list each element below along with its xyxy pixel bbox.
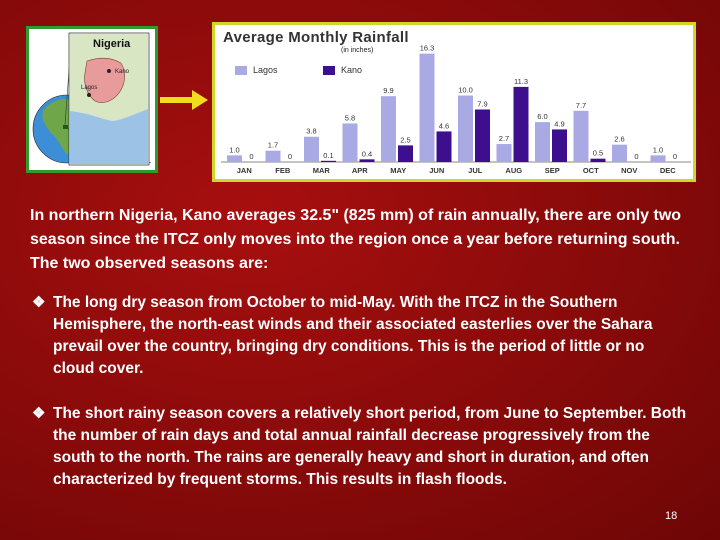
data-label-lagos-apr: 5.8 bbox=[345, 113, 355, 122]
bar-lagos-nov bbox=[612, 144, 627, 162]
page-number: 18 bbox=[665, 510, 678, 522]
data-label-kano-apr: 0.4 bbox=[362, 149, 372, 158]
bar-lagos-oct bbox=[573, 110, 589, 162]
data-label-kano-dec: 0 bbox=[673, 152, 677, 161]
rainfall-bar-chart: 1.0 0 JAN 1.7 0 FEB 3.8 0.1 MAR 5.8 0.4 APR 9.9 2.5 MA… bbox=[221, 44, 691, 175]
x-tick-label-mar: MAR bbox=[313, 166, 331, 175]
data-label-kano-may: 2.5 bbox=[400, 135, 410, 144]
rainfall-chart-panel: Average Monthly Rainfall (in inches) Lag… bbox=[212, 22, 696, 182]
data-label-kano-feb: 0 bbox=[288, 152, 292, 161]
bar-lagos-aug bbox=[496, 144, 512, 162]
data-label-kano-nov: 0 bbox=[634, 152, 638, 161]
bullet-rainy-season: ❖ The short rainy season covers a relati… bbox=[32, 403, 687, 491]
map-title: Nigeria bbox=[93, 38, 131, 50]
data-label-kano-mar: 0.1 bbox=[323, 151, 333, 160]
data-label-kano-jun: 4.6 bbox=[439, 121, 449, 130]
bullet-dry-season-text: The long dry season from October to mid-… bbox=[53, 294, 653, 377]
x-tick-label-nov: NOV bbox=[621, 166, 637, 175]
bar-kano-may bbox=[398, 145, 413, 162]
bullet-dry-season: ❖ The long dry season from October to mi… bbox=[32, 292, 687, 380]
bar-kano-jun bbox=[436, 131, 452, 162]
legend-item-kano: Kano bbox=[323, 65, 362, 75]
x-tick-label-dec: DEC bbox=[660, 166, 676, 175]
map-label-lagos: Lagos bbox=[81, 85, 98, 91]
right-arrow-icon bbox=[160, 90, 208, 110]
legend-label-lagos: Lagos bbox=[253, 65, 278, 75]
data-label-lagos-jun: 16.3 bbox=[420, 44, 435, 53]
data-label-kano-oct: 0.5 bbox=[593, 149, 603, 158]
data-label-lagos-may: 9.9 bbox=[383, 86, 393, 95]
bar-kano-sep bbox=[552, 129, 567, 162]
bar-kano-apr bbox=[359, 159, 375, 162]
bar-lagos-feb bbox=[265, 150, 281, 162]
nigeria-map-image bbox=[32, 32, 152, 166]
bar-kano-aug bbox=[513, 86, 529, 162]
legend-label-kano: Kano bbox=[341, 65, 363, 75]
data-label-kano-sep: 4.9 bbox=[554, 119, 564, 128]
x-tick-label-sep: SEP bbox=[545, 166, 560, 175]
legend-swatch-kano bbox=[323, 65, 335, 75]
x-tick-label-apr: APR bbox=[352, 166, 368, 175]
bar-kano-mar bbox=[321, 160, 336, 162]
map-label-kano: Kano bbox=[115, 69, 130, 75]
x-tick-label-aug: AUG bbox=[505, 166, 522, 175]
data-label-lagos-mar: 3.8 bbox=[306, 127, 316, 136]
x-tick-label-jun: JUN bbox=[429, 166, 444, 175]
legend-swatch-lagos bbox=[235, 65, 247, 75]
data-label-lagos-sep: 6.0 bbox=[537, 112, 547, 121]
data-label-lagos-jan: 1.0 bbox=[229, 145, 239, 154]
bar-kano-jul bbox=[475, 109, 490, 162]
x-tick-label-may: MAY bbox=[390, 166, 406, 175]
data-label-lagos-feb: 1.7 bbox=[268, 141, 278, 150]
x-tick-label-jan: JAN bbox=[237, 166, 252, 175]
data-label-lagos-aug: 2.7 bbox=[499, 134, 509, 143]
data-label-lagos-nov: 2.6 bbox=[614, 135, 624, 144]
x-tick-label-feb: FEB bbox=[275, 166, 291, 175]
bar-lagos-dec bbox=[650, 155, 666, 162]
legend-item-lagos: Lagos bbox=[235, 65, 278, 75]
diamond-bullet-icon: ❖ bbox=[32, 294, 46, 311]
data-label-lagos-oct: 7.7 bbox=[576, 101, 586, 110]
bar-kano-oct bbox=[590, 158, 606, 162]
chart-subtitle: (in inches) bbox=[341, 47, 374, 54]
data-label-kano-aug: 11.3 bbox=[514, 77, 528, 86]
data-label-lagos-jul: 10.0 bbox=[458, 86, 473, 95]
intro-paragraph: In northern Nigeria, Kano averages 32.5"… bbox=[30, 207, 682, 272]
data-label-kano-jan: 0 bbox=[249, 152, 253, 161]
data-label-kano-jul: 7.9 bbox=[477, 99, 487, 108]
x-tick-label-jul: JUL bbox=[468, 166, 483, 175]
bar-lagos-jun bbox=[419, 53, 435, 162]
bar-lagos-may bbox=[381, 96, 396, 162]
bar-lagos-jul bbox=[458, 95, 473, 162]
x-tick-label-oct: OCT bbox=[583, 166, 599, 175]
chart-title: Average Monthly Rainfall bbox=[223, 29, 409, 46]
bullet-rainy-season-text: The short rainy season covers a relative… bbox=[53, 405, 687, 488]
bar-lagos-apr bbox=[342, 123, 358, 162]
bar-lagos-sep bbox=[535, 122, 550, 162]
data-label-lagos-dec: 1.0 bbox=[653, 145, 663, 154]
nigeria-map-panel: Nigeria Kano Lagos bbox=[26, 26, 158, 173]
diamond-bullet-icon: ❖ bbox=[32, 405, 46, 422]
bar-lagos-jan bbox=[227, 155, 242, 162]
bar-lagos-mar bbox=[304, 136, 319, 162]
